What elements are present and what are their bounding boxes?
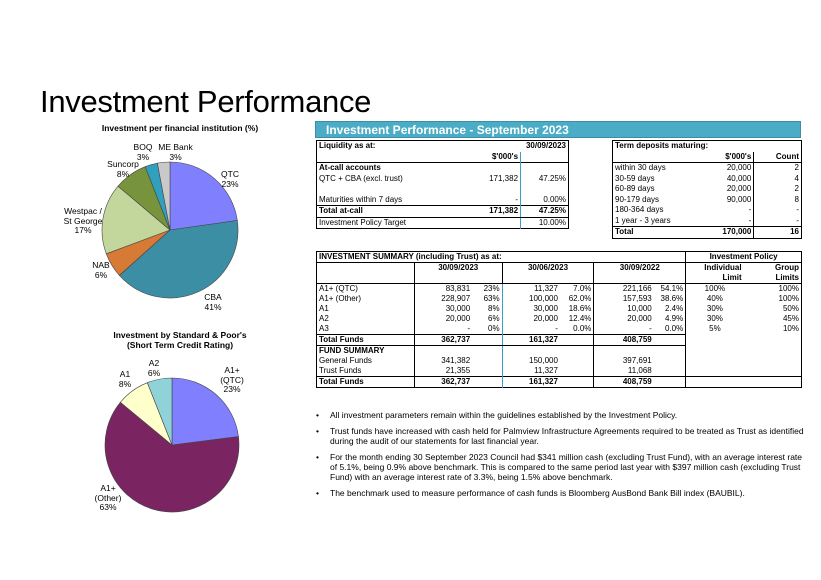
table-row: General Funds 341,382 150,000 397,691: [317, 356, 802, 366]
pie-slice-a1plus-other: [104, 401, 240, 513]
list-item: Trust funds have increased with cash hel…: [316, 426, 806, 446]
liquidity-table: Liquidity as at: 30/09/2023 $'000's At-ca…: [316, 140, 569, 229]
pie-slice-westpac: [101, 185, 171, 255]
term-deposits-table: Term deposits maturing: $'000's Count wit…: [612, 140, 802, 239]
list-item: All investment parameters remain within …: [316, 410, 806, 420]
pie-slice-qtc: [169, 161, 238, 231]
pie-slice-a2: [146, 377, 173, 446]
pie1-label-nab: NAB 6%: [92, 260, 110, 280]
investment-summary-table: INVESTMENT SUMMARY (including Trust) as …: [316, 251, 802, 388]
pie2-label-a1: A1 8%: [118, 369, 132, 389]
list-item: For the month ending 30 September 2023 C…: [316, 452, 806, 482]
table-row: 60-89 days 20,000 2: [613, 184, 802, 195]
pie2-label-a2: A2 6%: [147, 358, 161, 378]
pie1-label-qtc: QTC 23%: [221, 169, 239, 189]
table-row: 30-59 days 40,000 4: [613, 173, 802, 184]
pie-slice-mebank: [157, 161, 171, 231]
table-row: Total Funds 362,737 161,327 408,759: [316, 376, 802, 388]
pie1-label-mebank: ME Bank 3%: [158, 142, 193, 162]
pie-slice-a1plus-qtc: [171, 377, 239, 446]
table-row: within 30 days 20,000 2: [612, 162, 802, 174]
table-row: Total Funds 362,737 161,327 408,759: [316, 334, 802, 346]
pie2-label-qtc: A1+ (QTC) 23%: [220, 365, 244, 394]
pie1-title: Investment per financial institution (%): [101, 123, 259, 133]
table-row: A1 30,000 8% 30,000 18.6% 10,000 2.4% 30% 50%: [319, 304, 799, 314]
table-row: Trust Funds 21,355 11,327 11,068: [317, 366, 802, 377]
table-row: Maturities within 7 days -0.00%: [319, 194, 566, 206]
pie2-title: Investment by Standard & Poor's (Short Te…: [113, 330, 247, 350]
pie1-label-cba: CBA 41%: [204, 292, 222, 312]
pie-slice-cba: [118, 220, 239, 299]
commentary-list: All investment parameters remain within …: [316, 410, 806, 504]
list-item: The benchmark used to measure performanc…: [316, 488, 806, 498]
credit-rating-pie-chart: [104, 377, 240, 513]
table-row: A2 20,000 6% 20,000 12.4% 20,000 4.9% 30% 45%: [319, 314, 799, 324]
table-row: A3-0% -0.0% -0.0% 5% 10%: [319, 324, 799, 335]
table-row: A1+ (QTC) 83,831 23% 11,327 7.0% 221,166 54.1%…: [319, 283, 799, 294]
table-row: A1+ (Other) 228,907 63% 100,000 62.0% 157,593…: [319, 294, 799, 304]
table-row: QTC + CBA (excl. trust) 171,382 47.25%: [319, 173, 566, 184]
pie1-label-suncorp: Suncorp 8%: [107, 159, 139, 179]
table-row: 1 year - 3 years - -: [613, 215, 802, 227]
banner: Investment Performance - September 2023: [315, 121, 801, 138]
table-row: 180-364 days - -: [613, 205, 802, 216]
institution-pie-chart: [101, 161, 239, 299]
pie1-label-westpac: Westpac / St George 17%: [63, 206, 103, 235]
pie2-label-other: A1+ (Other) 63%: [94, 483, 122, 512]
page-title: Investment Performance: [40, 84, 372, 119]
pie1-label-boq: BOQ 3%: [133, 142, 153, 162]
table-row: 90-179 days 90,000 8: [613, 194, 802, 205]
